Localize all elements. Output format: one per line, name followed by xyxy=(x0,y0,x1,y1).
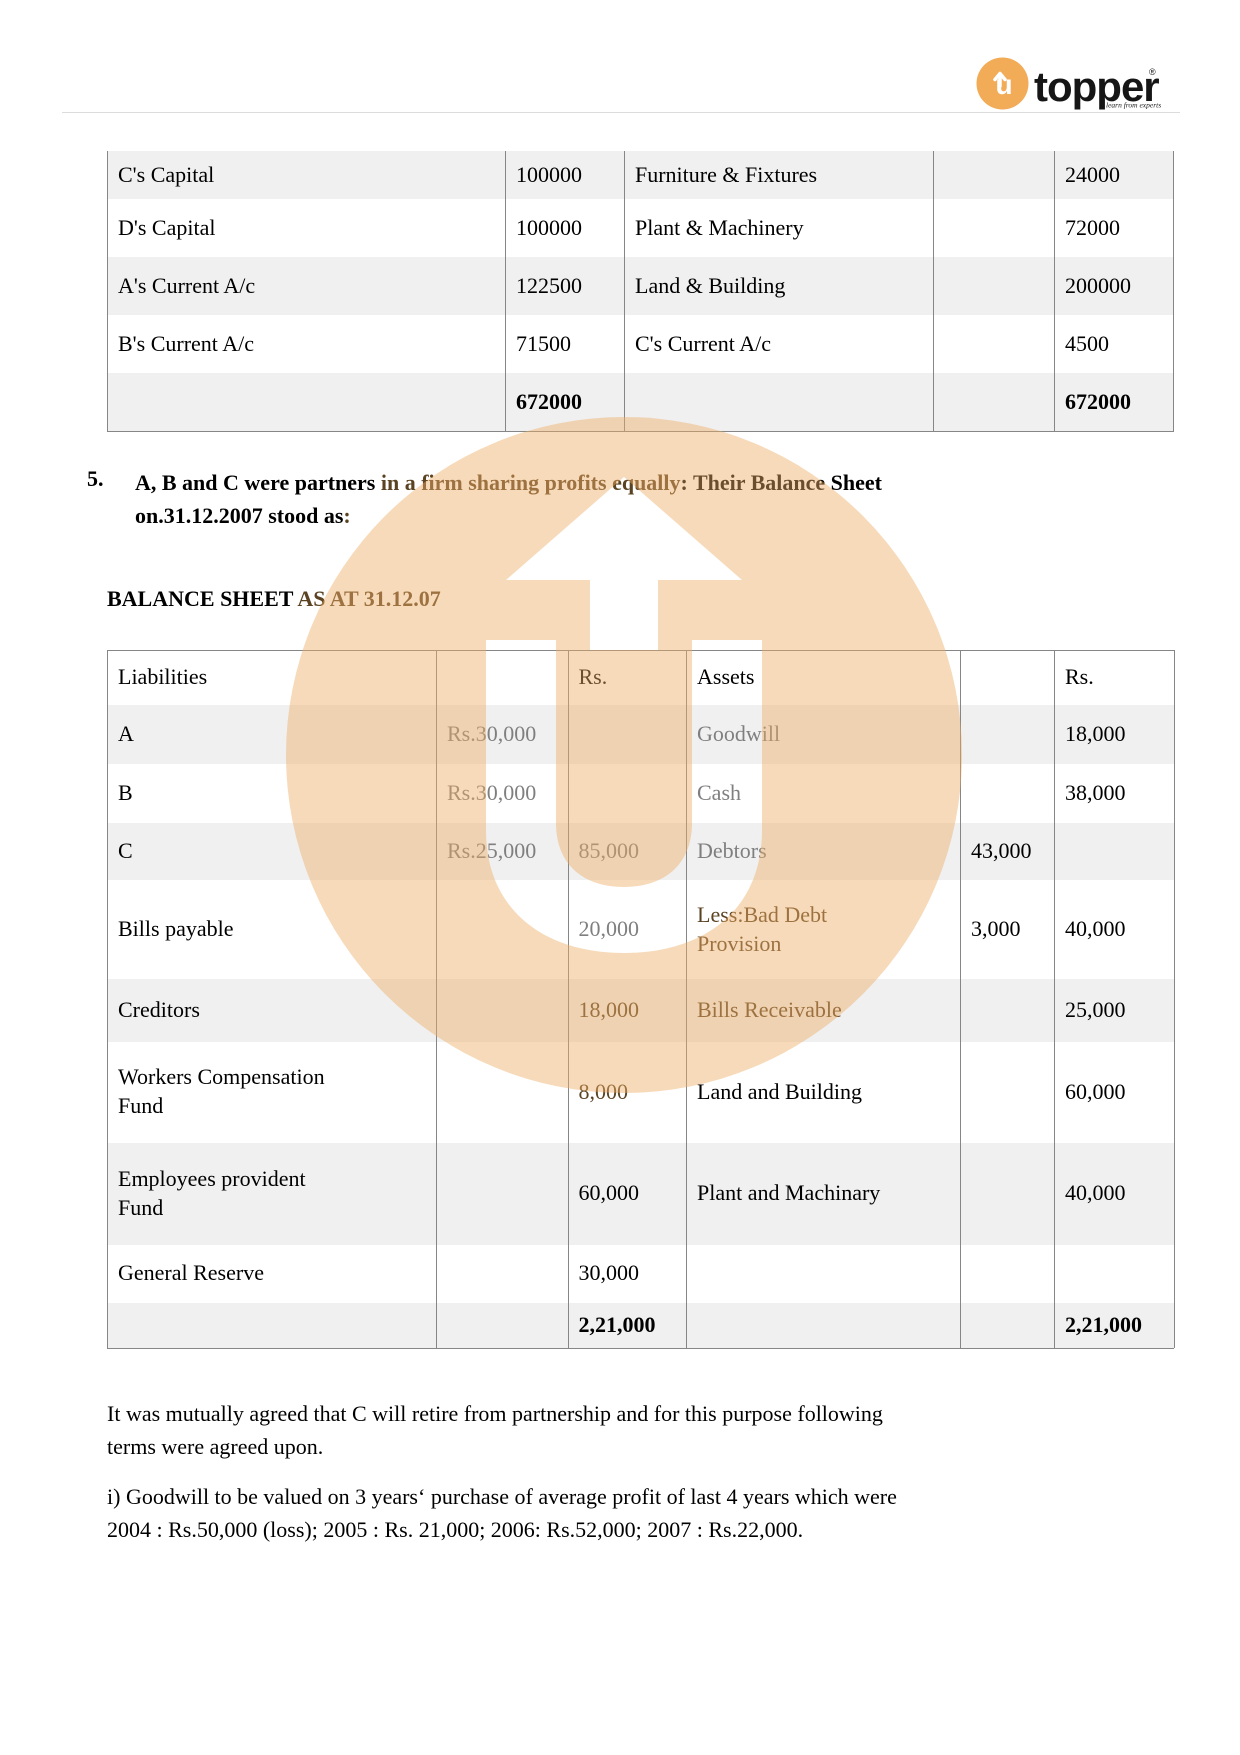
svg-text:®: ® xyxy=(1149,67,1156,77)
svg-text:learn from experts: learn from experts xyxy=(1106,101,1161,110)
